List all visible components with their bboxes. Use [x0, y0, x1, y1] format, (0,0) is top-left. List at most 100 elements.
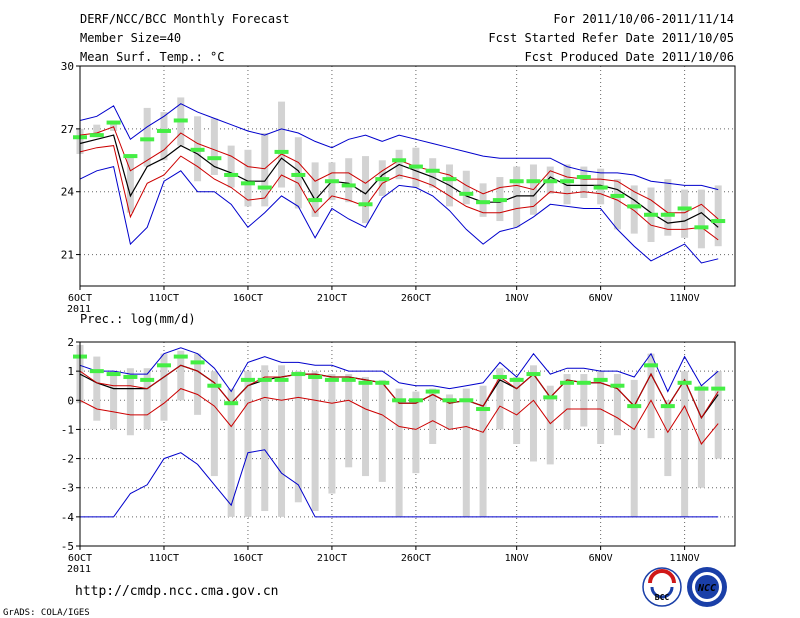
member-range-bar [110, 371, 118, 430]
member-range-bar [93, 124, 101, 138]
forecast-marker [324, 377, 339, 382]
forecast-marker [442, 177, 457, 182]
y-tick-label: 24 [61, 186, 75, 199]
forecast-marker [257, 185, 272, 190]
forecast-marker [509, 377, 524, 382]
x-tick-label: 1NOV [505, 553, 529, 564]
member-range-bar [294, 137, 302, 209]
x-tick-label: 11NOV [670, 293, 700, 304]
member-range-bar [580, 166, 588, 198]
member-range-bar [311, 162, 319, 217]
member-range-bar [294, 371, 302, 503]
member-range-bar [479, 183, 487, 217]
forecast-marker [660, 212, 675, 217]
forecast-marker [257, 377, 272, 382]
member-range-bar [278, 365, 286, 517]
ensemble-min-line [79, 165, 719, 264]
member-range-bar [210, 371, 218, 477]
member-range-bar [328, 374, 336, 494]
x-tick-label: 16OCT [233, 553, 263, 564]
member-range-bar [345, 374, 353, 468]
forecast-produced-date: Fcst Produced Date 2011/10/06 [524, 50, 734, 64]
x-tick-label: 11OCT [149, 553, 179, 564]
forecast-marker [308, 374, 323, 379]
x-tick-label: 6OCT [68, 293, 92, 304]
x-tick-label: 6NOV [589, 553, 613, 564]
member-range-bar [597, 371, 605, 444]
x-tick-label: 21OCT [317, 293, 347, 304]
footer-url: http://cmdp.ncc.cma.gov.cn [75, 584, 279, 599]
forecast-marker [543, 179, 558, 184]
member-range-bar [412, 391, 420, 474]
ensemble-max-line [79, 103, 719, 191]
member-range-bar [126, 154, 134, 213]
forecast-marker [644, 363, 659, 368]
forecast-marker [140, 377, 155, 382]
member-range-bar [613, 179, 621, 230]
member-range-bar [647, 353, 655, 439]
member-range-bar [160, 112, 168, 161]
forecast-start-date: Fcst Started Refer Date 2011/10/05 [488, 31, 734, 45]
member-range-bar [227, 145, 235, 188]
ensemble-max-line [79, 347, 719, 393]
member-range-bar [462, 170, 470, 205]
forecast-marker [392, 398, 407, 403]
forecast-marker [207, 383, 222, 388]
spread-lower-line [79, 388, 719, 445]
member-range-bar [630, 185, 638, 234]
forecast-marker [224, 172, 239, 177]
ncc-logo: NCC [687, 567, 727, 607]
forecast-marker [190, 360, 205, 365]
forecast-marker [476, 407, 491, 412]
grads-credit: GrADS: COLA/IGES [3, 608, 90, 618]
x-tick-label: 11NOV [670, 553, 700, 564]
forecast-marker [408, 164, 423, 169]
member-range-bar [580, 374, 588, 427]
y-tick-label: 21 [61, 249, 74, 262]
forecast-marker [123, 374, 138, 379]
forecast-marker [408, 398, 423, 403]
bcc-logo: BCC [642, 567, 682, 607]
member-range-bar [210, 118, 218, 175]
forecast-marker [627, 204, 642, 209]
member-range-bar [160, 353, 168, 421]
x-tick-label: 21OCT [317, 553, 347, 564]
y-tick-label: 1 [67, 365, 74, 378]
forecast-marker [123, 154, 138, 159]
plot-frame [79, 65, 736, 287]
forecast-marker [576, 175, 591, 180]
member-range-bar [664, 179, 672, 236]
forecast-marker [660, 404, 675, 409]
member-range-bar [681, 371, 689, 517]
forecast-marker [140, 137, 155, 142]
member-range-bar [513, 376, 521, 444]
forecast-marker [341, 183, 356, 188]
forecast-marker [274, 377, 289, 382]
forecast-marker [156, 128, 171, 133]
forecast-marker [291, 372, 306, 377]
forecast-marker [492, 374, 507, 379]
forecast-marker [425, 389, 440, 394]
member-range-bar [345, 158, 353, 203]
y-tick-label: -2 [61, 453, 74, 466]
member-range-bar [681, 189, 689, 238]
forecast-marker [375, 380, 390, 385]
y-tick-label: -5 [61, 540, 74, 553]
member-range-bar [126, 368, 134, 436]
forecast-marker [459, 398, 474, 403]
member-range-bar [546, 385, 554, 465]
y-tick-label: 27 [61, 123, 74, 136]
forecast-marker [173, 118, 188, 123]
x-tick-label: 2011 [67, 304, 91, 315]
member-range-bar [362, 376, 370, 477]
forecast-marker [459, 191, 474, 196]
member-range-bar [177, 350, 185, 401]
x-tick-label: 11OCT [149, 293, 179, 304]
member-range-bar [479, 385, 487, 517]
y-tick-label: -1 [61, 423, 74, 436]
forecast-marker [89, 369, 104, 374]
forecast-marker [593, 377, 608, 382]
member-range-bar [563, 374, 571, 430]
forecast-marker [425, 168, 440, 173]
forecast-period: For 2011/10/06-2011/11/14 [553, 12, 734, 26]
